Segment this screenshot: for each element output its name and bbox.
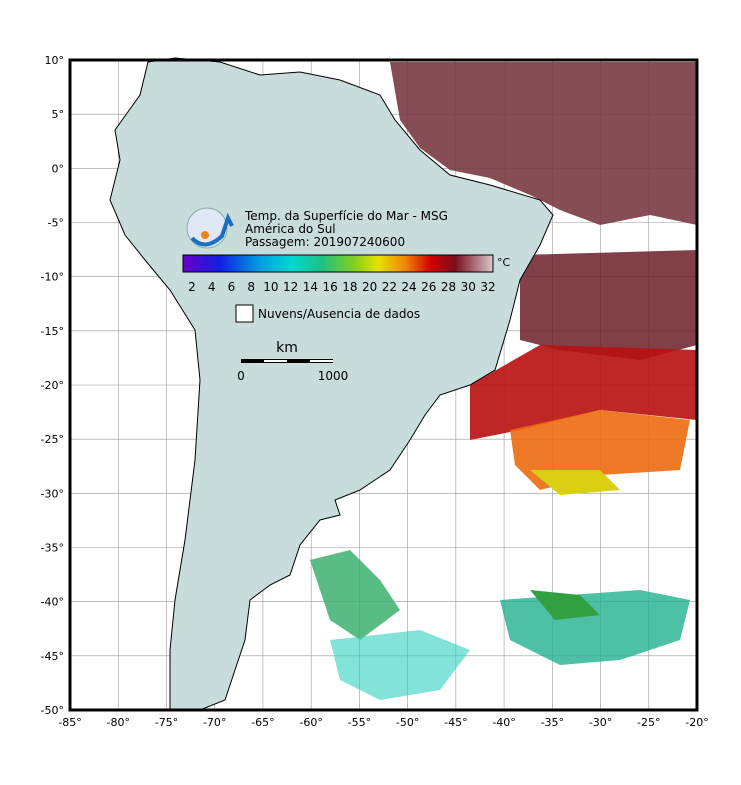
lon-label: -70°: [203, 716, 226, 729]
colorbar-tick-label: 6: [228, 280, 236, 294]
lat-label: -35°: [41, 542, 64, 555]
legend-region: América do Sul: [245, 222, 336, 236]
lon-label: -85°: [58, 716, 81, 729]
colorbar-tick-label: 32: [480, 280, 495, 294]
colorbar-tick-label: 22: [382, 280, 397, 294]
lat-label: -50°: [41, 704, 64, 717]
scale-end: 1000: [318, 369, 349, 383]
clouds-swatch: [235, 304, 254, 323]
lon-label: -75°: [155, 716, 178, 729]
colorbar-tick-label: 2: [188, 280, 196, 294]
legend-pass: Passagem: 201907240600: [245, 235, 405, 249]
lon-label: -45°: [444, 716, 467, 729]
lat-label: 0°: [52, 162, 65, 175]
scale-unit: km: [276, 340, 298, 356]
lat-label: -10°: [41, 271, 64, 284]
lon-label: -65°: [251, 716, 274, 729]
lat-label: -5°: [48, 217, 64, 230]
sst-patches: [310, 62, 697, 700]
lat-label: -20°: [41, 379, 64, 392]
lat-label: 5°: [52, 108, 65, 121]
colorbar-tick-label: 4: [208, 280, 216, 294]
clouds-label: Nuvens/Ausencia de dados: [258, 307, 420, 321]
lon-label: -50°: [396, 716, 419, 729]
colorbar-tick-label: 12: [283, 280, 298, 294]
lat-label: -15°: [41, 325, 64, 338]
lon-label: -25°: [637, 716, 660, 729]
colorbar-tick-label: 16: [322, 280, 337, 294]
colorbar-tick-label: 18: [342, 280, 357, 294]
lon-label: -20°: [685, 716, 708, 729]
lat-label: -45°: [41, 650, 64, 663]
lon-label: -60°: [299, 716, 322, 729]
colorbar-tick-label: 30: [461, 280, 476, 294]
lon-label: -30°: [589, 716, 612, 729]
colorbar-tick-label: 8: [247, 280, 255, 294]
lat-label: -25°: [41, 433, 64, 446]
logo: [186, 207, 234, 249]
lat-label: -40°: [41, 596, 64, 609]
lat-label: -30°: [41, 487, 64, 500]
colorbar-tick-label: 28: [441, 280, 456, 294]
colorbar: [182, 254, 494, 273]
scale-start: 0: [237, 369, 245, 383]
legend-title: Temp. da Superfície do Mar - MSG: [244, 209, 448, 223]
colorbar-tick-label: 14: [303, 280, 318, 294]
colorbar-tick-label: 26: [421, 280, 436, 294]
lon-label: -35°: [541, 716, 564, 729]
lon-label: -40°: [492, 716, 515, 729]
lon-label: -80°: [106, 716, 129, 729]
colorbar-tick-label: 24: [401, 280, 416, 294]
colorbar-unit: °C: [497, 256, 511, 269]
scale-bar: [241, 359, 333, 363]
map-frame: [68, 58, 699, 712]
lon-label: -55°: [348, 716, 371, 729]
colorbar-tick-label: 20: [362, 280, 377, 294]
colorbar-tick-label: 10: [263, 280, 278, 294]
lat-label: 10°: [45, 54, 65, 67]
